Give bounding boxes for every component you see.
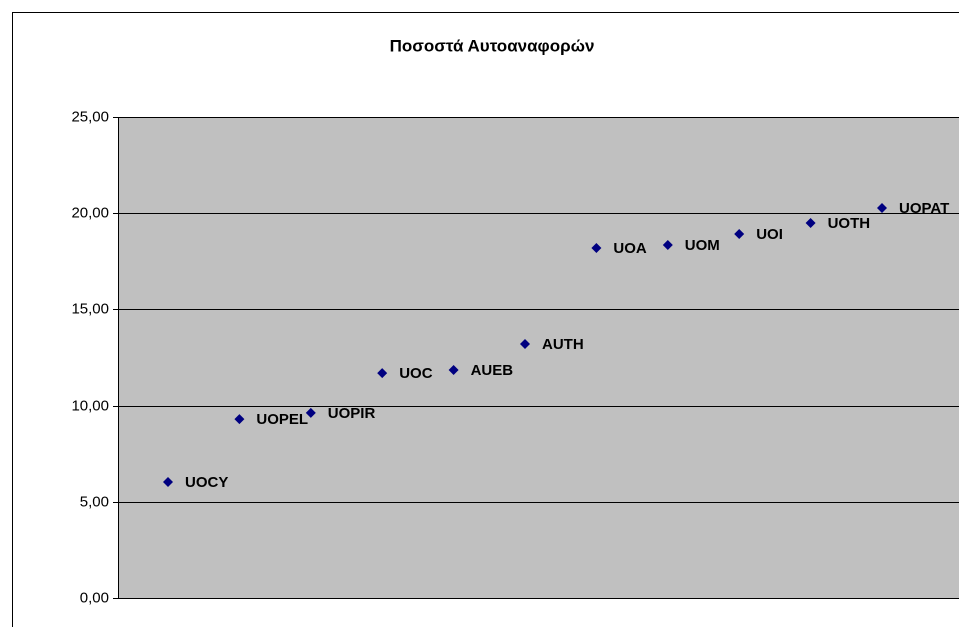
point-label: UOPAT bbox=[899, 200, 949, 217]
y-tick-label: 15,00 bbox=[71, 300, 109, 317]
point-label: UOA bbox=[613, 240, 647, 257]
point-label: UOM bbox=[685, 237, 720, 254]
point bbox=[520, 339, 530, 350]
point bbox=[163, 476, 173, 487]
point bbox=[662, 239, 673, 250]
point-label: UOC bbox=[399, 365, 433, 382]
chart-title: Ποσοστά Αυτοαναφορών bbox=[390, 36, 595, 55]
point-label: UOPEL bbox=[256, 411, 308, 428]
point bbox=[877, 203, 887, 214]
y-tick-label: 0,00 bbox=[80, 589, 109, 606]
y-tick-label: 20,00 bbox=[71, 204, 109, 221]
y-tick-label: 25,00 bbox=[71, 108, 109, 125]
point bbox=[377, 368, 388, 379]
point-label: UOCY bbox=[185, 474, 228, 491]
point bbox=[805, 218, 816, 229]
point-label: AUTH bbox=[542, 336, 584, 353]
point bbox=[448, 365, 459, 376]
point-label: UOTH bbox=[828, 215, 871, 232]
point bbox=[734, 228, 745, 239]
y-tick-label: 10,00 bbox=[71, 397, 109, 414]
point-label: UOI bbox=[756, 226, 783, 243]
y-tick-label: 5,00 bbox=[80, 493, 109, 510]
point bbox=[234, 414, 245, 425]
plot-area bbox=[118, 117, 959, 599]
point bbox=[591, 243, 602, 254]
point bbox=[305, 407, 316, 418]
point-label: UOPIR bbox=[328, 405, 376, 422]
point-label: AUEB bbox=[471, 362, 514, 379]
